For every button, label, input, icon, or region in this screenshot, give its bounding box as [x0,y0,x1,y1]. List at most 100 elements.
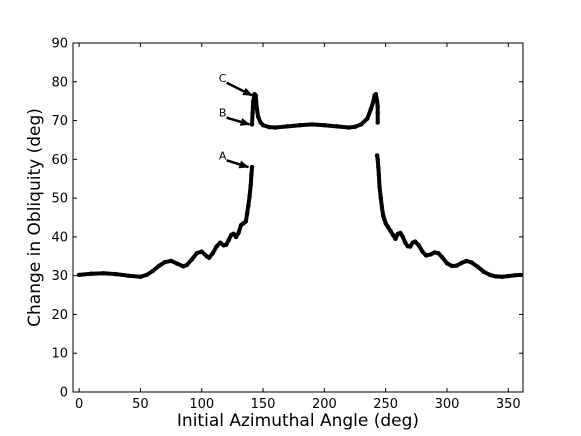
data-point-101 [475,264,480,269]
series-0-curve [77,92,523,279]
y-tick-label-1: 10 [51,347,68,362]
data-point-21 [217,240,223,245]
data-point-14 [189,257,195,262]
data-point-43 [254,106,260,112]
data-points [76,91,523,280]
y-tick-label-0: 0 [60,386,68,401]
data-point-35 [248,182,253,187]
data-point-63 [375,104,380,110]
data-point-16 [199,249,204,254]
y-tick-label-5: 50 [51,192,68,207]
data-point-39 [250,110,255,116]
data-point-52 [322,123,327,128]
data-point-91 [428,252,434,257]
data-point-24 [226,237,231,243]
x-tick-label-0: 0 [75,397,83,412]
data-point-31 [243,219,249,224]
data-point-36 [249,172,254,178]
y-tick-label-2: 20 [51,308,68,323]
x-tick-label-3: 150 [251,397,276,412]
x-axis-label: Initial Azimuthal Angle (deg) [177,411,419,431]
data-point-102 [481,269,486,274]
data-point-40 [251,98,256,104]
y-tick-label-4: 40 [51,230,68,245]
data-point-94 [439,254,445,260]
axis-ticks: 0 50 100 150 200 250 300 350 0 10 20 30 40 50 60 70 80 90 [51,37,523,412]
data-point-18 [206,255,212,261]
data-point-4 [125,273,131,278]
data-point-58 [368,106,374,112]
x-tick-label-4: 200 [312,397,337,412]
annotation-label-2: A [219,149,227,162]
data-point-5 [138,274,143,280]
data-point-104 [493,274,499,279]
data-point-77 [388,228,393,234]
data-point-64 [375,110,380,116]
data-point-44 [255,114,261,119]
y-tick-label-9: 90 [51,37,68,52]
data-point-55 [352,124,358,129]
data-point-81 [398,230,403,236]
data-point-68 [376,164,381,170]
data-point-78 [390,232,396,238]
data-point-13 [184,262,190,268]
y-tick-label-3: 30 [51,269,68,284]
data-point-82 [400,234,406,240]
data-point-48 [273,125,278,130]
data-point-15 [194,250,200,256]
data-point-0 [76,272,82,278]
data-point-27 [233,234,239,240]
data-point-105 [499,274,505,280]
data-point-26 [231,231,236,236]
x-tick-label-6: 300 [435,397,460,412]
plot-frame [72,42,524,393]
data-point-70 [377,184,382,189]
data-point-62 [374,98,380,104]
annotation-arrow-0 [226,81,253,97]
x-tick-label-2: 100 [189,397,214,412]
data-point-20 [214,244,219,249]
data-point-3 [113,271,119,277]
data-point-50 [297,123,303,128]
data-point-108 [518,272,523,278]
data-point-69 [376,172,382,178]
data-point-92 [432,250,437,255]
data-point-106 [506,273,511,279]
data-point-37 [249,164,255,170]
data-point-100 [469,260,474,265]
data-point-7 [150,268,155,274]
data-point-54 [346,125,352,130]
data-point-88 [416,243,421,248]
data-point-32 [244,211,250,216]
annotation-arrow-2 [226,159,250,169]
data-point-61 [373,91,379,97]
data-point-28 [236,230,241,236]
data-point-73 [381,213,386,218]
data-point-34 [247,193,252,199]
data-point-56 [358,122,364,127]
data-point-107 [512,273,517,278]
x-tick-label-1: 50 [132,397,149,412]
data-point-75 [383,221,388,226]
data-point-103 [487,272,493,278]
y-tick-label-7: 70 [51,114,68,129]
data-point-72 [379,205,385,211]
data-point-89 [420,249,425,254]
data-point-59 [371,98,376,104]
y-axis-label: Change in Obliquity (deg) [25,108,45,327]
data-point-97 [454,263,459,268]
plot-area [72,42,524,393]
data-point-51 [309,122,315,127]
data-point-53 [334,124,339,129]
data-point-65 [375,120,380,125]
annotation-label-1: B [219,107,227,120]
data-point-1 [89,271,94,276]
data-point-67 [375,157,380,162]
data-point-98 [459,260,464,266]
data-point-33 [246,203,251,209]
data-point-83 [403,240,408,245]
data-point-10 [168,258,174,264]
data-point-87 [412,239,418,244]
data-point-85 [407,244,413,249]
